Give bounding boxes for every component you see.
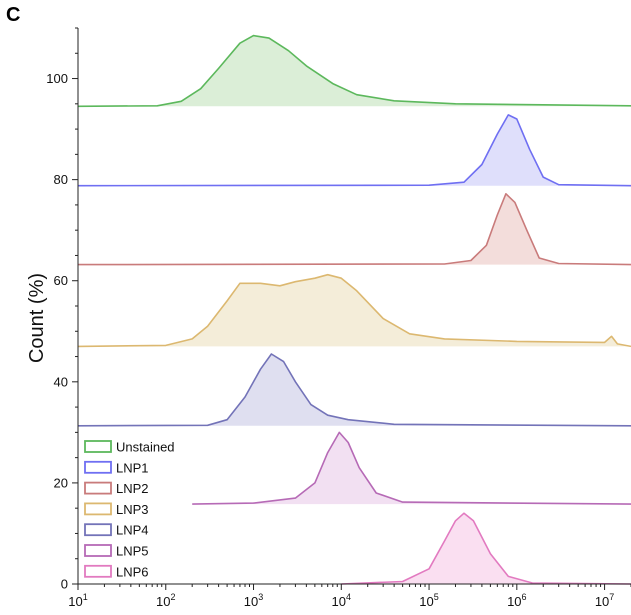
y-tick-label: 100 [46, 71, 68, 86]
y-axis-label: Count (%) [26, 273, 48, 363]
y-tick-label: 80 [54, 172, 68, 187]
legend-swatch-lnp5 [84, 544, 112, 557]
y-tick-label: 40 [54, 374, 68, 389]
y-tick-label: 60 [54, 273, 68, 288]
series-fill-lnp5 [192, 432, 631, 505]
legend-label-lnp2: LNP2 [116, 481, 149, 496]
legend-swatch-lnp6 [84, 564, 112, 578]
legend-swatch-lnp2 [84, 481, 112, 495]
x-tick-label: 102 [156, 592, 175, 609]
y-tick-label: 0 [61, 577, 68, 592]
series-fill-lnp4 [78, 354, 631, 426]
legend-swatch-lnp4 [84, 523, 112, 537]
x-tick-label: 106 [507, 592, 526, 609]
legend-swatch-unstained [84, 440, 112, 453]
x-tick-label: 101 [68, 592, 87, 609]
legend-label-unstained: Unstained [116, 440, 175, 455]
series-line-unstained [77, 34, 631, 108]
panel-letter: C [6, 4, 21, 26]
series-fill-lnp3 [78, 274, 631, 347]
axes: 0 20 40 60 80 100 101 102 103 104 105 106 107 [46, 27, 631, 609]
x-tick-label: 103 [244, 592, 263, 609]
series-fill-lnp2 [78, 193, 631, 265]
legend-label-lnp3: LNP3 [116, 502, 149, 517]
series-fill-lnp1 [78, 114, 631, 186]
x-tick-label: 107 [595, 592, 614, 609]
series-line-lnp2 [77, 193, 631, 266]
series-line-lnp4 [77, 353, 631, 427]
legend-swatch-lnp1 [84, 460, 112, 474]
y-tick-label: 20 [54, 475, 68, 490]
series-areas [77, 34, 631, 585]
legend: Unstained LNP1 LNP2 LNP3 LNP4 LNP5 LNP6 [84, 440, 175, 579]
series-line-lnp3 [77, 273, 631, 348]
x-tick-label: 104 [332, 592, 351, 609]
legend-label-lnp6: LNP6 [116, 564, 149, 579]
series-fill-unstained [78, 35, 631, 107]
legend-label-lnp4: LNP4 [116, 523, 149, 538]
x-tick-label: 105 [419, 592, 438, 609]
legend-swatch-lnp3 [84, 502, 112, 516]
series-line-lnp6 [341, 512, 631, 585]
series-fill-lnp6 [341, 513, 631, 584]
legend-label-lnp5: LNP5 [116, 544, 149, 559]
series-line-lnp5 [192, 431, 631, 505]
legend-label-lnp1: LNP1 [116, 460, 149, 475]
series-line-lnp1 [77, 114, 631, 187]
